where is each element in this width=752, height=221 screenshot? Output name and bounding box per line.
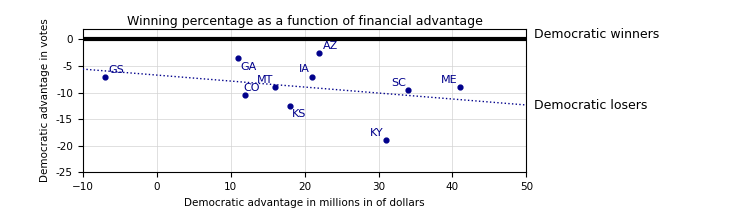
Point: [453, 86, 465, 89]
Y-axis label: Democratic advantage in votes: Democratic advantage in votes: [41, 19, 50, 182]
Point: [232, 56, 244, 60]
Text: Democratic winners: Democratic winners: [534, 28, 660, 40]
Text: CO: CO: [243, 83, 259, 93]
Point: [306, 75, 318, 78]
Text: AZ: AZ: [323, 41, 338, 51]
Text: IA: IA: [299, 65, 310, 74]
Text: KY: KY: [370, 128, 384, 138]
Point: [380, 139, 392, 142]
Text: SC: SC: [391, 78, 406, 88]
Point: [284, 104, 296, 108]
Text: ME: ME: [441, 75, 458, 85]
Title: Winning percentage as a function of financial advantage: Winning percentage as a function of fina…: [126, 15, 483, 28]
Text: Democratic losers: Democratic losers: [534, 99, 647, 112]
Point: [314, 51, 326, 54]
Point: [269, 86, 281, 89]
Text: MT: MT: [256, 75, 273, 85]
Text: KS: KS: [292, 109, 306, 118]
Text: GS: GS: [108, 65, 124, 75]
Point: [239, 93, 251, 97]
Point: [99, 75, 111, 78]
Text: GA: GA: [240, 62, 256, 72]
Point: [402, 88, 414, 92]
X-axis label: Democratic advantage in millions in of dollars: Democratic advantage in millions in of d…: [184, 198, 425, 208]
